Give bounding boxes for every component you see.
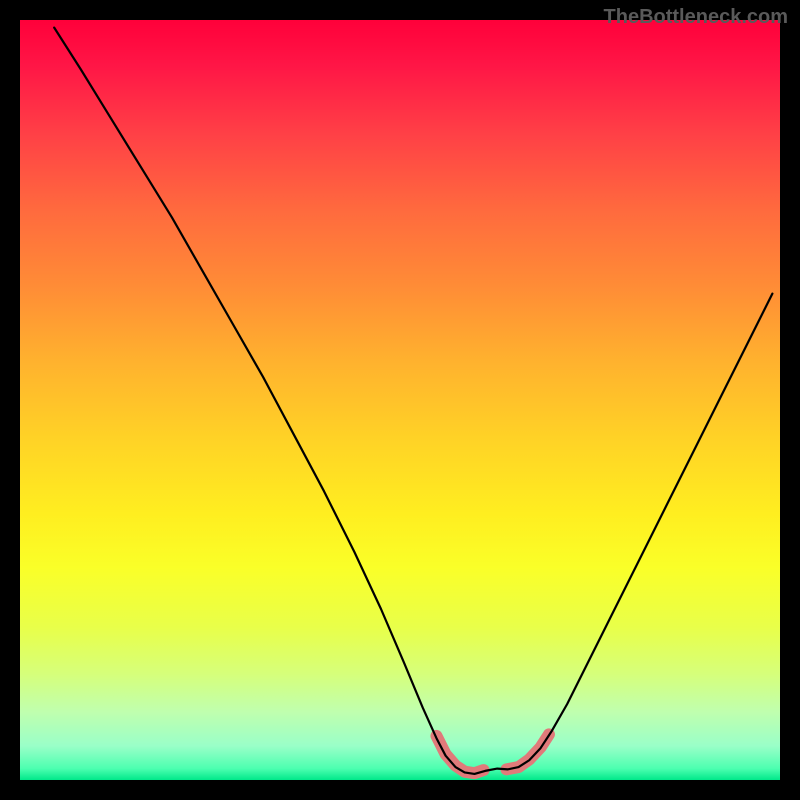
chart-background [20,20,780,780]
watermark-text: TheBottleneck.com [604,6,788,29]
bottleneck-chart: TheBottleneck.com [0,0,800,800]
chart-svg [0,0,800,800]
